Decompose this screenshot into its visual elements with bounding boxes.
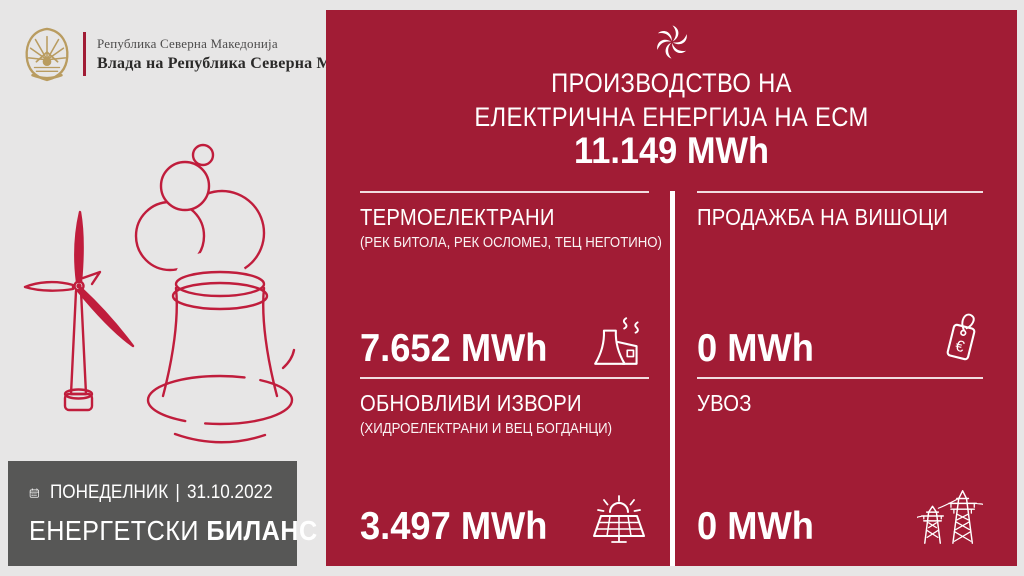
quadrant-value: 3.497 MWh	[360, 505, 548, 548]
quadrant-import: УВОЗ 0 MWh	[697, 377, 983, 568]
quadrant-heading: ТЕРМОЕЛЕКТРАНИ	[360, 204, 555, 230]
weekday-label: ПОНЕДЕЛНИК	[49, 482, 168, 503]
total-production-value: 11.149 MWh	[573, 130, 770, 171]
production-panel: ПРОИЗВОДСТВО НА ЕЛЕКТРИЧНА ЕНЕРГИЈА НА Е…	[326, 10, 1017, 566]
quadrant-heading: ПРОДАЖБА НА ВИШОЦИ	[697, 204, 949, 230]
date-row: ПОНЕДЕЛНИК | 31.10.2022	[29, 480, 297, 506]
price-tag-euro-icon: €	[946, 313, 976, 361]
turbine-cooling-tower-illustration	[23, 143, 296, 444]
transmission-towers-icon	[917, 490, 983, 544]
title-word-light: ЕНЕРГЕТСКИ	[29, 515, 199, 546]
panel-title-line2: ЕЛЕКТРИЧНА ЕНЕРГИЈА НА ЕСМ	[474, 102, 869, 132]
date-value: 31.10.2022	[186, 482, 273, 503]
coat-of-arms-icon	[25, 27, 69, 82]
quadrant-subheading: (ХИДРОЕЛЕКТРАНИ И ВЕЦ БОГДАНЦИ)	[360, 420, 613, 437]
title-word-bold: БИЛАНС	[206, 515, 318, 546]
infographic-title: ЕНЕРГЕТСКИ БИЛАНС	[29, 515, 317, 547]
panel-title: ПРОИЗВОДСТВО НА ЕЛЕКТРИЧНА ЕНЕРГИЈА НА Е…	[367, 66, 975, 134]
quadrant-heading: ОБНОВЛИВИ ИЗВОРИ	[360, 390, 582, 416]
esm-swirl-logo-icon	[656, 25, 687, 59]
country-name: Република Северна Македонија	[97, 35, 278, 51]
calendar-icon	[29, 488, 39, 498]
quadrant-sales: ПРОДАЖБА НА ВИШОЦИ 0 MWh €	[697, 191, 983, 379]
svg-text:€: €	[953, 338, 966, 357]
quadrant-thermal: ТЕРМОЕЛЕКТРАНИ (РЕК БИТОЛА, РЕК ОСЛОМЕЈ,…	[360, 191, 662, 379]
quadrant-value: 0 MWh	[697, 505, 814, 548]
date-separator: |	[175, 482, 180, 503]
date-box: ПОНЕДЕЛНИК | 31.10.2022 ЕНЕРГЕТСКИ БИЛАН…	[8, 461, 317, 566]
thermal-plant-icon	[594, 317, 639, 365]
quadrant-heading: УВОЗ	[697, 390, 752, 416]
quadrant-value: 0 MWh	[697, 327, 814, 370]
solar-panel-icon	[593, 495, 645, 543]
header-divider	[83, 32, 86, 76]
panel-title-line1: ПРОИЗВОДСТВО НА	[551, 68, 792, 98]
quadrant-subheading: (РЕК БИТОЛА, РЕК ОСЛОМЕЈ, ТЕЦ НЕГОТИНО)	[360, 234, 662, 251]
quadrant-renewables: ОБНОВЛИВИ ИЗВОРИ (ХИДРОЕЛЕКТРАНИ И ВЕЦ Б…	[360, 377, 649, 568]
vertical-divider	[670, 191, 675, 566]
quadrant-value: 7.652 MWh	[360, 327, 548, 370]
